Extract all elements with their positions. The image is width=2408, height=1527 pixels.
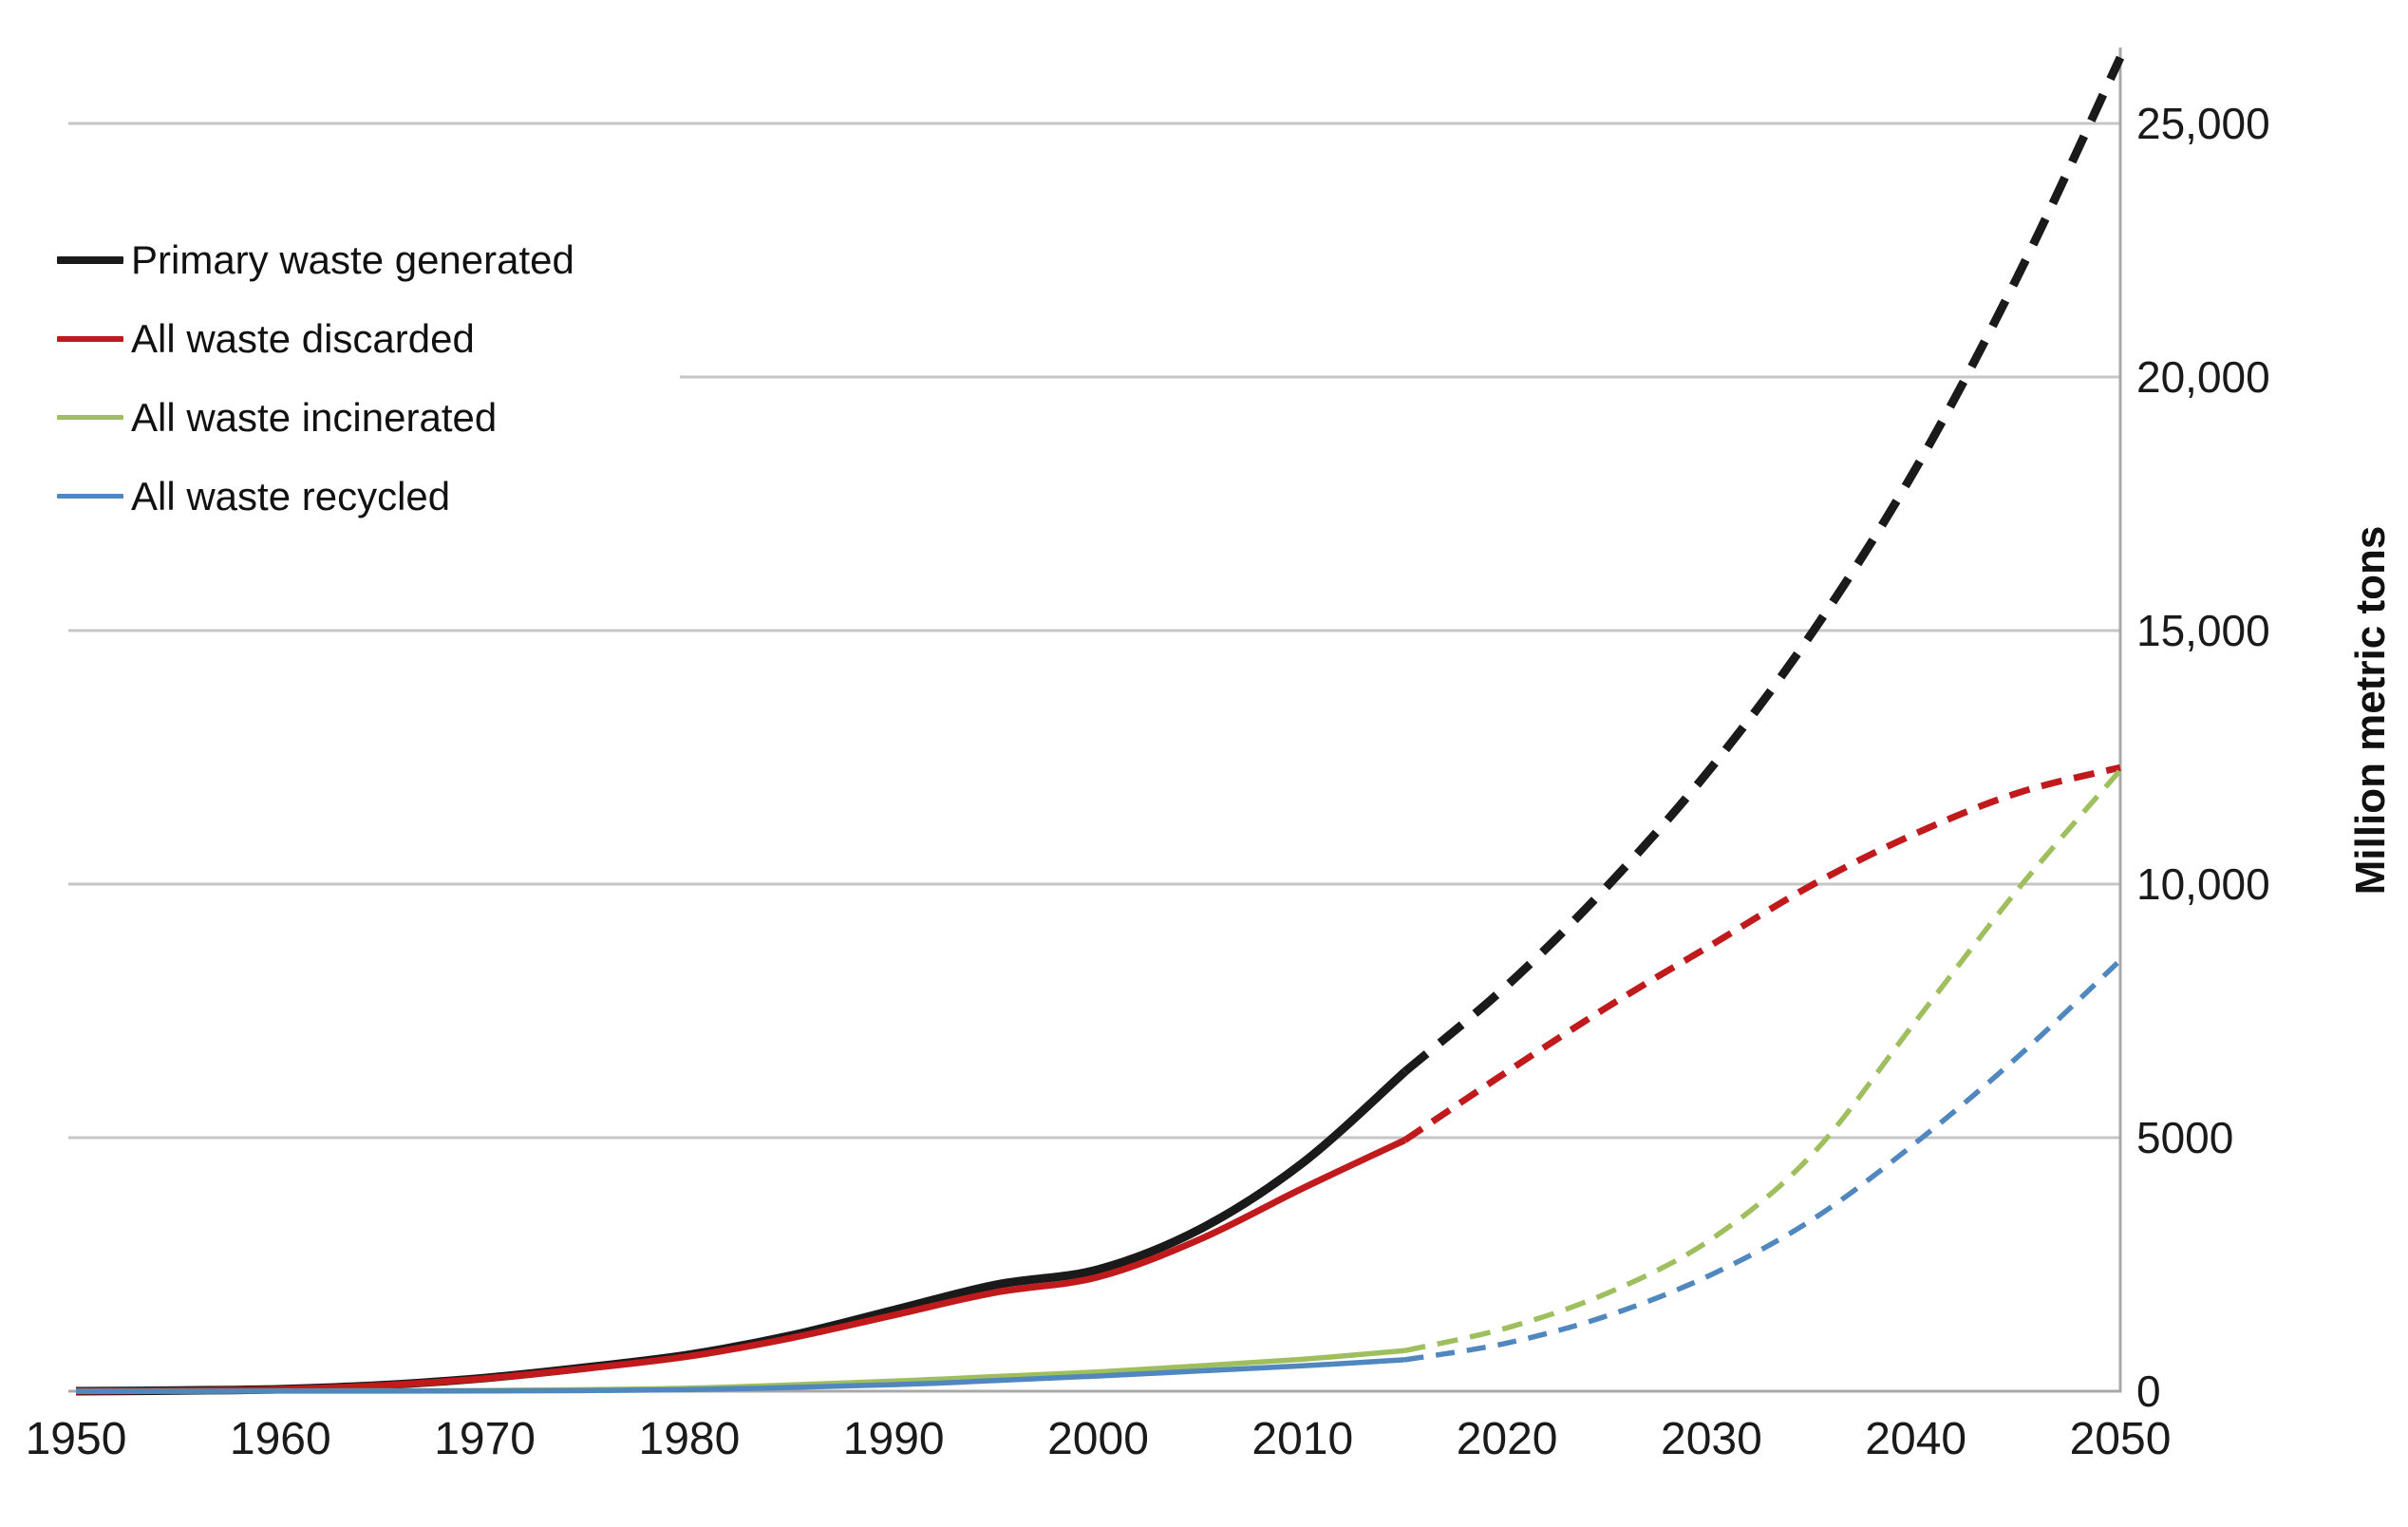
y-tick-label: 10,000 [2136,859,2270,909]
x-tick-label: 2000 [1047,1414,1149,1464]
legend-swatch-black-line [57,255,123,264]
y-tick-label: 25,000 [2136,99,2270,148]
x-tick-label: 2040 [1865,1414,1967,1464]
series-solid-0 [75,1068,1408,1396]
x-tick-label: 2050 [2069,1414,2172,1464]
series-dashed-1 [1402,764,2121,1143]
legend-item-all-waste-recycled: All waste recycled [57,457,680,536]
x-tick-label: 1990 [842,1414,945,1464]
legend-swatch-blue-line [57,494,123,499]
series-dashed-0 [1402,55,2125,1076]
y-tick-label: 20,000 [2136,352,2270,402]
y-tick-label: 5000 [2136,1113,2234,1162]
legend: Primary waste generated All waste discar… [57,220,680,536]
x-tick-label: 1950 [25,1414,127,1464]
x-tick-label: 2010 [1251,1414,1354,1464]
x-tick-label: 1970 [434,1414,536,1464]
y-axis-title: Million metric tons [2347,525,2394,895]
series-dashed-2 [1403,768,2123,1353]
legend-item-all-waste-discarded: All waste discarded [57,299,680,378]
legend-item-primary-waste-generated: Primary waste generated [57,220,680,299]
y-tick-label: 0 [2136,1367,2161,1416]
legend-swatch-red-line [57,335,123,342]
legend-label: All waste incinerated [131,394,498,440]
series-dashed-3 [1404,958,2122,1363]
y-tick-label: 15,000 [2136,606,2270,655]
x-tick-label: 1960 [229,1414,331,1464]
legend-label: All waste recycled [131,473,451,518]
series-solid-3 [75,1357,1405,1394]
legend-label: All waste discarded [131,315,475,361]
x-tick-label: 1980 [638,1414,741,1464]
legend-swatch-green-line [57,415,123,420]
x-tick-label: 2020 [1456,1414,1558,1464]
legend-label: Primary waste generated [131,236,574,282]
series-solid-1 [75,1137,1406,1395]
legend-item-all-waste-incinerated: All waste incinerated [57,378,680,457]
x-tick-label: 2030 [1661,1414,1762,1464]
